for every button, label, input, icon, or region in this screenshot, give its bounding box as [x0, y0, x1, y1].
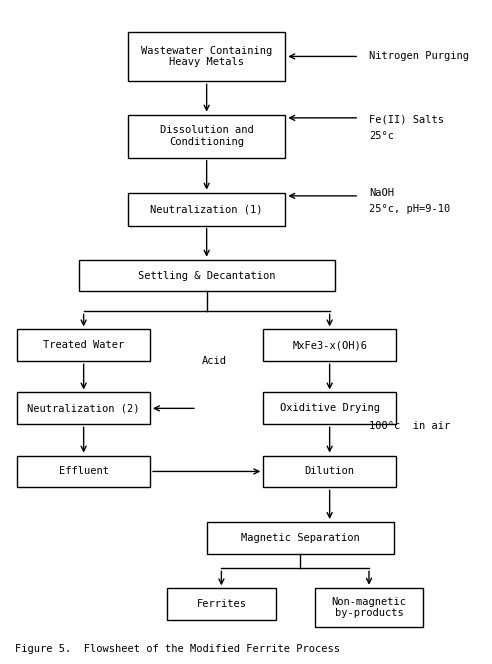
Text: Neutralization (1): Neutralization (1)	[151, 204, 263, 214]
Text: Effluent: Effluent	[59, 466, 109, 477]
FancyBboxPatch shape	[17, 329, 150, 361]
Text: Oxiditive Drying: Oxiditive Drying	[279, 403, 380, 414]
FancyBboxPatch shape	[17, 392, 150, 424]
Text: Figure 5.  Flowsheet of the Modified Ferrite Process: Figure 5. Flowsheet of the Modified Ferr…	[15, 644, 340, 655]
FancyBboxPatch shape	[263, 392, 396, 424]
Text: Neutralization (2): Neutralization (2)	[28, 403, 140, 414]
Text: Ferrites: Ferrites	[196, 599, 246, 610]
FancyBboxPatch shape	[17, 456, 150, 487]
Text: 25°c, pH=9-10: 25°c, pH=9-10	[369, 204, 450, 214]
Text: Wastewater Containing
Heavy Metals: Wastewater Containing Heavy Metals	[141, 46, 272, 67]
FancyBboxPatch shape	[128, 193, 285, 226]
Text: MxFe3-x(OH)6: MxFe3-x(OH)6	[292, 340, 367, 351]
Text: 100°c  in air: 100°c in air	[369, 421, 450, 432]
FancyBboxPatch shape	[263, 329, 396, 361]
Text: Dissolution and
Conditioning: Dissolution and Conditioning	[160, 125, 253, 147]
Text: Magnetic Separation: Magnetic Separation	[241, 533, 360, 543]
Text: Fe(II) Salts: Fe(II) Salts	[369, 114, 444, 125]
Text: Acid: Acid	[202, 356, 227, 367]
FancyBboxPatch shape	[263, 456, 396, 487]
FancyBboxPatch shape	[207, 522, 394, 554]
FancyBboxPatch shape	[128, 31, 285, 81]
Text: Settling & Decantation: Settling & Decantation	[138, 270, 276, 281]
Text: Treated Water: Treated Water	[43, 340, 124, 351]
Text: Nitrogen Purging: Nitrogen Purging	[369, 51, 469, 62]
Text: Dilution: Dilution	[305, 466, 355, 477]
Text: 25°c: 25°c	[369, 131, 394, 141]
Text: NaOH: NaOH	[369, 187, 394, 198]
FancyBboxPatch shape	[79, 260, 335, 291]
FancyBboxPatch shape	[128, 114, 285, 157]
FancyBboxPatch shape	[167, 588, 276, 620]
FancyBboxPatch shape	[315, 588, 423, 627]
Text: Non-magnetic
by-products: Non-magnetic by-products	[332, 597, 406, 618]
